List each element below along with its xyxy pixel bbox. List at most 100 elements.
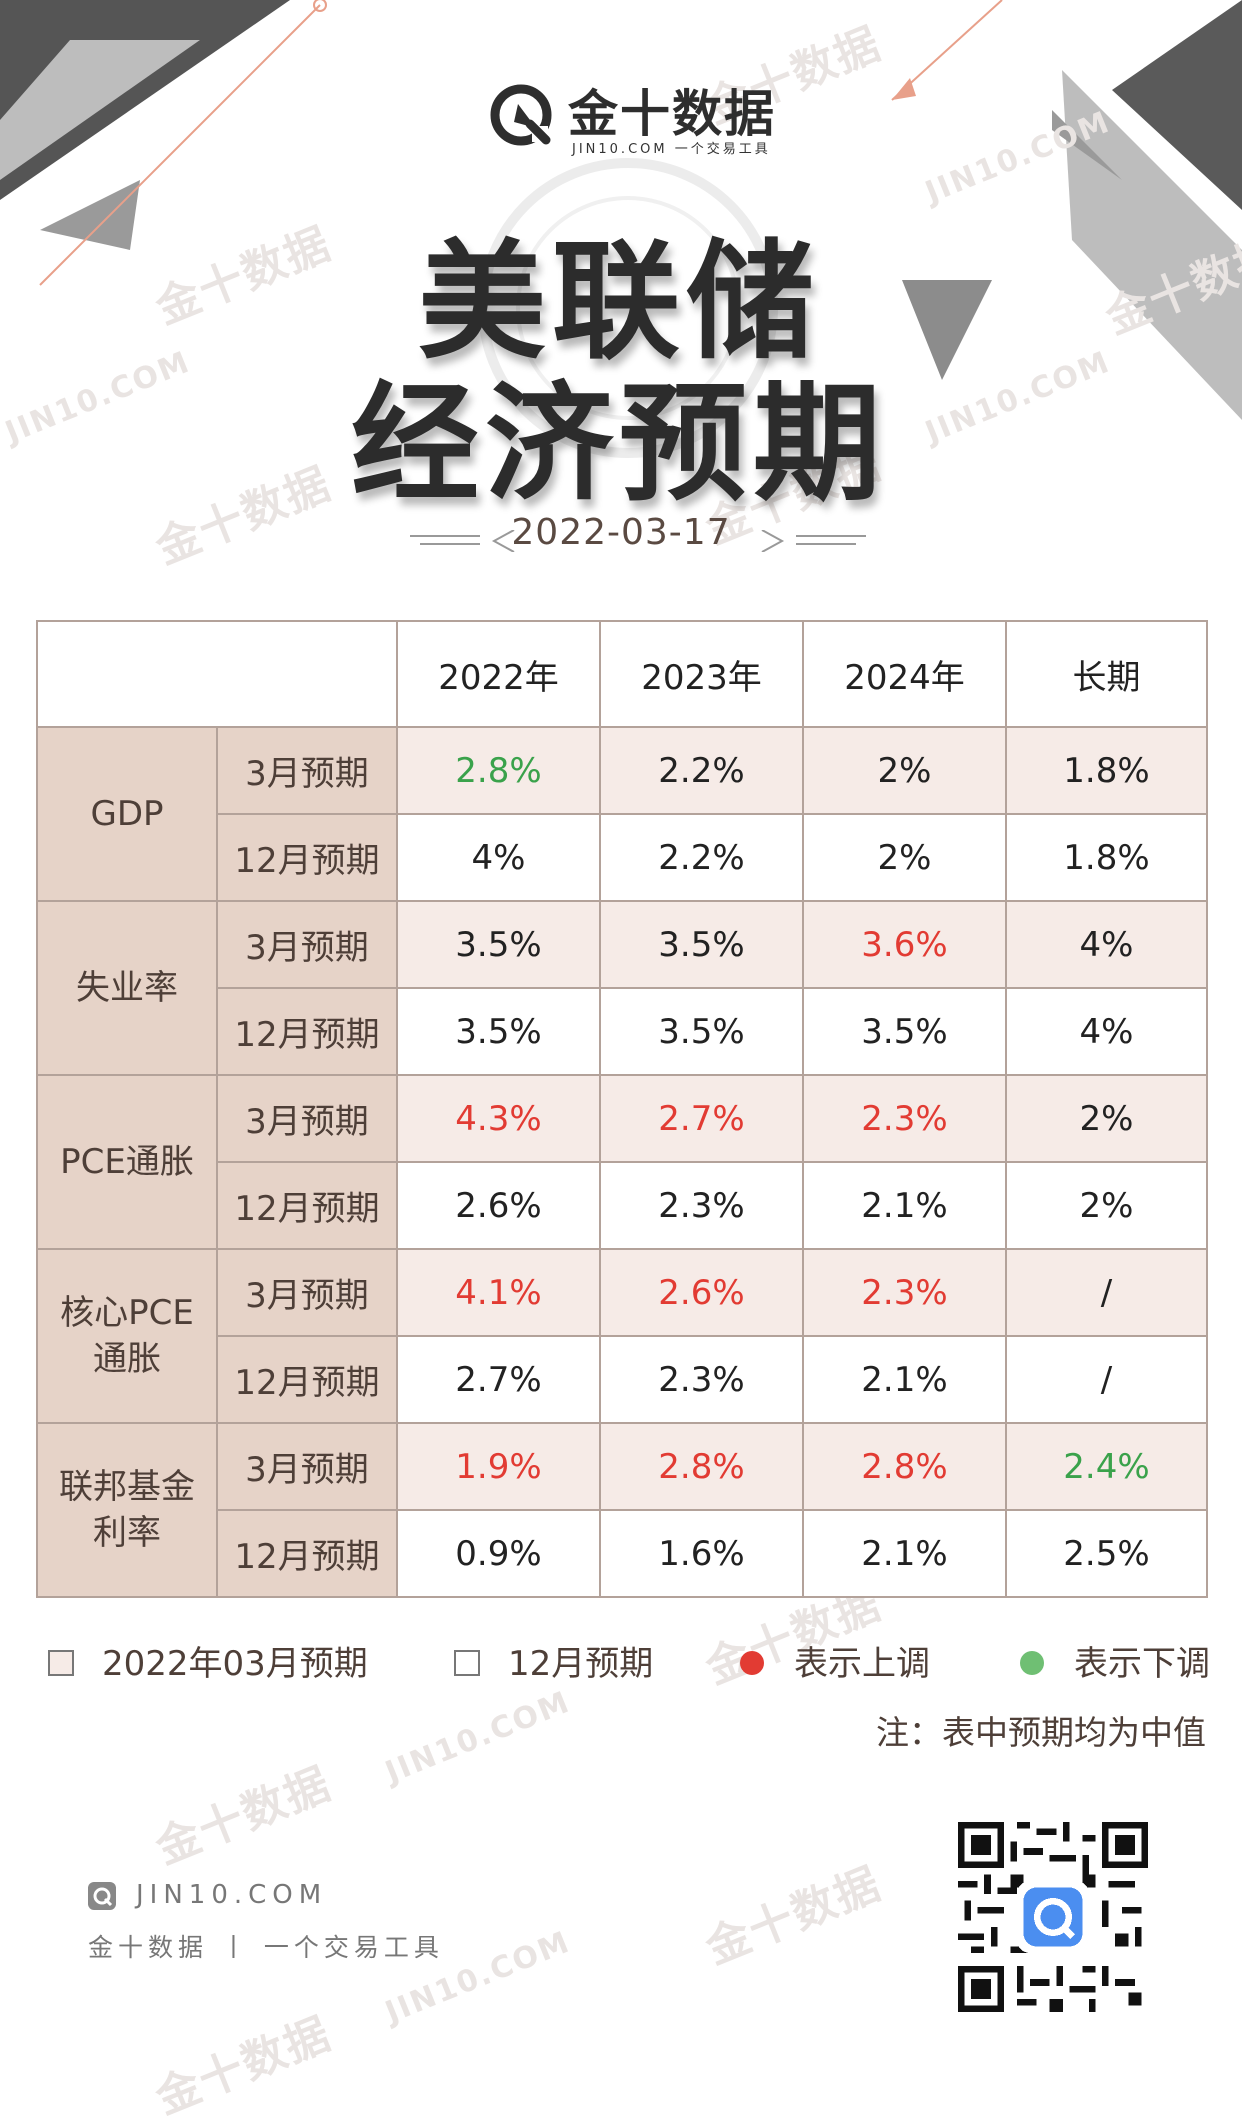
watermark: 金十数据	[148, 2008, 339, 2125]
table-cell: 3.6%	[802, 900, 1007, 989]
watermark: 金十数据	[148, 1758, 339, 1875]
table-cell: 2%	[1005, 1074, 1208, 1163]
row-sublabel: 12月预期	[216, 1509, 398, 1598]
table-cell: 1.9%	[396, 1422, 601, 1511]
table-cell: 1.6%	[599, 1509, 804, 1598]
table-row: 12月预期 3.5% 3.5% 3.5% 4%	[37, 987, 1208, 1076]
legend-march-label: 2022年03月预期	[102, 1644, 368, 1684]
header-corner	[36, 620, 398, 728]
table-cell: 2.8%	[802, 1422, 1007, 1511]
row-category: 联邦基金 利率	[36, 1422, 218, 1598]
green-dot-icon	[1020, 1650, 1044, 1675]
table-cell: 2%	[802, 813, 1007, 902]
table-cell: 2.5%	[1005, 1509, 1208, 1598]
table-cell: 2.3%	[802, 1074, 1007, 1163]
watermark: JIN10.COM	[380, 1684, 576, 1791]
table-cell: 2.7%	[599, 1074, 804, 1163]
table-cell: 2.2%	[599, 726, 804, 815]
brand-header: 金十数据 JIN10.COM 一个交易工具	[488, 72, 778, 162]
row-category: PCE通胀	[36, 1074, 218, 1250]
table-header-row: 2022年 2023年 2024年 长期	[36, 620, 1208, 728]
table-cell: 4.1%	[396, 1248, 601, 1337]
legend-up: 表示上调	[740, 1636, 930, 1686]
table-cell: 3.5%	[396, 987, 601, 1076]
footer-tagline: 金十数据 丨 一个交易工具	[88, 1933, 444, 1962]
date-ornament-right-icon	[761, 530, 866, 552]
row-category-line: 核心PCE	[60, 1293, 194, 1333]
row-sublabel: 12月预期	[216, 1335, 398, 1424]
row-sublabel: 3月预期	[216, 1248, 398, 1337]
table-row: 12月预期 4% 2.2% 2% 1.8%	[37, 813, 1208, 902]
table-row: 失业率 3月预期 3.5% 3.5% 3.6% 4%	[36, 900, 1208, 1076]
table-cell: 2.6%	[396, 1161, 601, 1250]
header-2024: 2024年	[802, 620, 1007, 728]
table-cell: 2.2%	[599, 813, 804, 902]
legend-march-swatch	[48, 1649, 74, 1676]
table-row: 12月预期 2.7% 2.3% 2.1% /	[37, 1335, 1208, 1424]
table-cell: 2%	[1005, 1161, 1208, 1250]
qr-code-icon[interactable]	[958, 1822, 1148, 2012]
table-cell: 2.7%	[396, 1335, 601, 1424]
fed-seal-watermark	[478, 158, 778, 458]
table-cell: 4%	[396, 813, 601, 902]
row-category-line: 利率	[93, 1513, 161, 1553]
row-category-line: 联邦基金	[59, 1467, 195, 1507]
table-cell: 2.1%	[802, 1509, 1007, 1598]
legend-dec-swatch	[454, 1649, 480, 1676]
legend-down: 表示下调	[1020, 1636, 1210, 1686]
corner-decoration-right	[891, 0, 1242, 420]
legend-down-label: 表示下调	[1074, 1644, 1210, 1684]
brand-name: 金十数据	[568, 85, 776, 143]
table-row: PCE通胀 3月预期 4.3% 2.7% 2.3% 2%	[36, 1074, 1208, 1250]
table-cell: 2.8%	[599, 1422, 804, 1511]
row-sublabel: 12月预期	[216, 813, 398, 902]
table-cell: 3.5%	[599, 987, 804, 1076]
table-cell: 1.8%	[1005, 726, 1208, 815]
table-cell: 3.5%	[802, 987, 1007, 1076]
date-ornament-left-icon	[410, 530, 515, 552]
row-sublabel: 3月预期	[216, 1074, 398, 1163]
jin10-logo-icon	[490, 84, 552, 146]
table-cell: 2.4%	[1005, 1422, 1208, 1511]
report-date: 2022-03-17	[511, 512, 731, 553]
table-cell: 2.1%	[802, 1335, 1007, 1424]
legend-up-label: 表示上调	[794, 1644, 930, 1684]
watermark: 金十数据	[698, 1858, 889, 1975]
row-category: GDP	[36, 726, 218, 902]
table-cell: 2.6%	[599, 1248, 804, 1337]
table-cell: 0.9%	[396, 1509, 601, 1598]
corner-decoration-left	[0, 0, 327, 286]
table-note: 注：表中预期均为中值	[876, 1713, 1206, 1752]
page-title-line2: 经济预期	[350, 370, 887, 519]
table-cell: 2%	[802, 726, 1007, 815]
page-title-line1: 美联储	[417, 228, 820, 377]
table-cell: 2.8%	[396, 726, 601, 815]
table-cell: /	[1005, 1335, 1208, 1424]
row-sublabel: 12月预期	[216, 987, 398, 1076]
table-cell: /	[1005, 1248, 1208, 1337]
row-sublabel: 3月预期	[216, 726, 398, 815]
date-row: 2022-03-17	[0, 512, 1242, 553]
table-cell: 4%	[1005, 987, 1208, 1076]
table-cell: 3.5%	[396, 900, 601, 989]
fed-projections-table: 2022年 2023年 2024年 长期 GDP 3月预期 2.8% 2.2% 2% 1.…	[36, 620, 1208, 1598]
legend-dec-label: 12月预期	[508, 1644, 654, 1684]
legend-dec: 12月预期	[454, 1636, 653, 1686]
table-cell: 4%	[1005, 900, 1208, 989]
row-category: 核心PCE 通胀	[36, 1248, 218, 1424]
row-category: 失业率	[36, 900, 218, 1076]
table-cell: 2.3%	[599, 1161, 804, 1250]
table-cell: 2.3%	[599, 1335, 804, 1424]
table-cell: 2.3%	[802, 1248, 1007, 1337]
table-row: 12月预期 0.9% 1.6% 2.1% 2.5%	[37, 1509, 1208, 1598]
row-sublabel: 12月预期	[216, 1161, 398, 1250]
brand-subtitle: JIN10.COM 一个交易工具	[572, 142, 771, 157]
header-long-term: 长期	[1005, 620, 1208, 728]
jin10-small-logo-icon	[88, 1882, 116, 1910]
table-cell: 4.3%	[396, 1074, 601, 1163]
row-sublabel: 3月预期	[216, 900, 398, 989]
table-row: GDP 3月预期 2.8% 2.2% 2% 1.8%	[36, 726, 1208, 902]
table-cell: 3.5%	[599, 900, 804, 989]
header-2023: 2023年	[599, 620, 804, 728]
table-row: 12月预期 2.6% 2.3% 2.1% 2%	[37, 1161, 1208, 1250]
